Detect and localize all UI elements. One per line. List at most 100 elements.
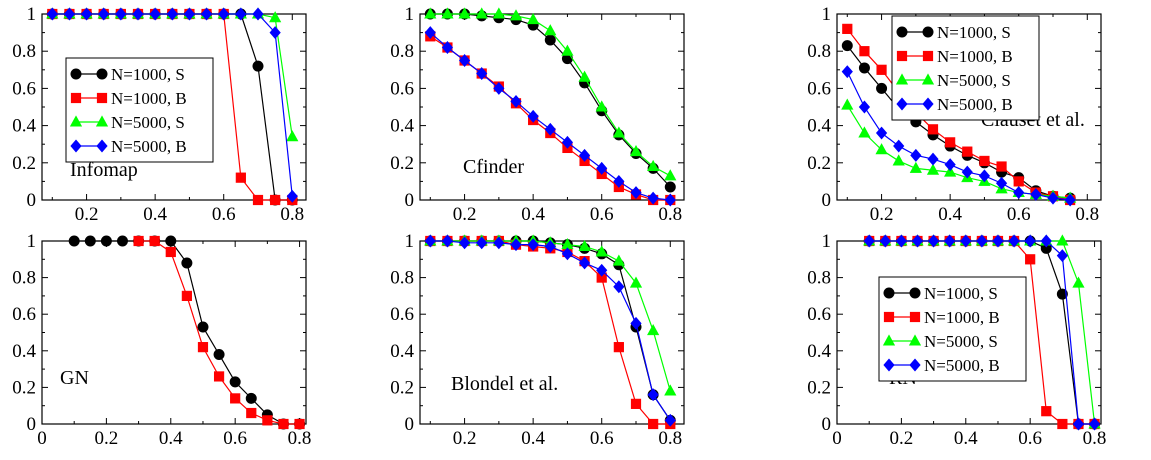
data-point (893, 139, 905, 153)
data-point (664, 384, 677, 396)
data-point (1013, 176, 1024, 187)
data-point (492, 7, 505, 19)
legend-marker (70, 92, 82, 104)
legend-marker (69, 115, 83, 127)
legend: N=1000, S N=1000, B N=5000, S N=5000, B (891, 15, 1040, 121)
legend-box (878, 276, 1027, 382)
data-point (230, 393, 241, 404)
data-point (229, 376, 241, 388)
data-point (133, 235, 144, 247)
data-point (294, 418, 305, 430)
legend-marker (95, 115, 109, 127)
y-tick-label: 0.8 (807, 268, 831, 289)
legend-label: N=5000, B (111, 137, 187, 156)
data-point (458, 54, 471, 67)
data-point (84, 235, 96, 247)
panel-annotation: Cfinder (463, 156, 524, 178)
x-tick-label: 0.4 (521, 204, 545, 225)
data-point (613, 174, 625, 188)
legend-marker (896, 26, 908, 38)
data-point (493, 236, 505, 250)
data-point (630, 398, 642, 409)
y-tick-label: 0.4 (807, 116, 831, 137)
legend-label: N=5000, B (937, 95, 1013, 114)
data-point (612, 126, 625, 138)
data-point (493, 81, 505, 95)
data-point (876, 82, 888, 94)
data-point (181, 257, 193, 269)
y-tick-label: 0 (27, 414, 37, 435)
y-tick-label: 0.8 (12, 41, 36, 62)
data-point (441, 41, 454, 54)
panel-1: 00.20.40.60.810.2 0.4 0.6 0.8InfomapN=1000,… (12, 4, 307, 225)
data-point (183, 7, 196, 21)
data-point (664, 181, 676, 193)
series-S5000 (424, 234, 677, 396)
x-tick-label: 0.8 (658, 428, 682, 449)
x-tick-label: 0.8 (658, 204, 682, 225)
legend-marker (922, 97, 934, 111)
legend-label: N=1000, B (924, 308, 1000, 327)
panel-annotation: Blondel et al. (451, 373, 558, 395)
data-point (218, 7, 230, 21)
data-point (270, 194, 281, 206)
data-point (858, 62, 870, 74)
panel-5: 0 0.2 0.4 0.6 0.8 1 0.2 0.4 0.6 0.8 Blondel et al. (390, 231, 685, 449)
y-tick-label: 0 (405, 190, 415, 211)
x-tick-label: 0.2 (890, 428, 914, 449)
series-S1000 (68, 235, 306, 430)
data-point (909, 161, 922, 173)
data-point (98, 7, 110, 21)
x-tick-label: 0.4 (143, 204, 167, 225)
y-tick-label: 0 (27, 190, 37, 211)
y-tick-label: 0.8 (807, 41, 831, 62)
data-point (858, 126, 871, 138)
series-B5000 (841, 65, 1076, 207)
data-point (527, 238, 539, 252)
data-point (841, 98, 854, 110)
data-point (561, 247, 574, 261)
data-point (509, 9, 523, 21)
data-point (1008, 234, 1020, 248)
data-point (200, 7, 213, 21)
data-point (647, 388, 659, 402)
data-point (278, 418, 289, 430)
data-point (441, 234, 454, 248)
data-point (476, 67, 488, 80)
x-tick-label: 0.6 (223, 428, 247, 449)
data-point (978, 169, 991, 183)
series-line (430, 240, 671, 425)
data-point (664, 169, 677, 181)
data-point (647, 324, 660, 336)
data-point (262, 415, 273, 426)
data-point (595, 100, 608, 112)
y-tick-label: 1 (822, 4, 832, 25)
data-point (213, 348, 225, 360)
x-tick-label: 0.4 (521, 428, 545, 449)
data-point (1013, 186, 1025, 200)
data-point (961, 165, 973, 179)
data-point (527, 12, 540, 25)
series-B1000 (133, 235, 305, 430)
data-point (132, 7, 144, 21)
data-point (841, 40, 853, 52)
data-point (100, 235, 112, 247)
data-point (252, 194, 264, 206)
data-point (181, 290, 192, 302)
data-point (875, 143, 888, 155)
data-point (544, 24, 557, 36)
legend-box (891, 15, 1040, 121)
x-tick-label: 0.2 (870, 204, 894, 225)
legend-marker (896, 97, 908, 111)
data-point (648, 418, 659, 430)
data-point (859, 46, 870, 57)
data-point (664, 193, 676, 207)
data-point (1064, 193, 1076, 207)
data-point (842, 23, 853, 34)
series-B5000 (424, 234, 676, 427)
data-point (926, 163, 940, 175)
y-tick-label: 0.6 (12, 78, 36, 99)
data-point (149, 235, 160, 247)
y-tick-label: 1 (822, 231, 832, 252)
legend-marker (70, 139, 82, 153)
